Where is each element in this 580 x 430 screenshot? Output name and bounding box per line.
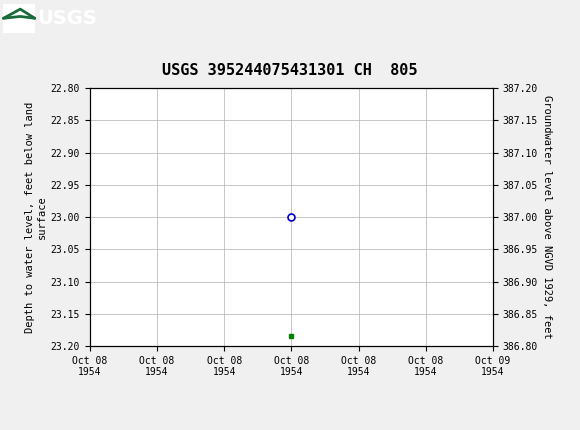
Text: USGS: USGS (38, 9, 97, 28)
Text: USGS 395244075431301 CH  805: USGS 395244075431301 CH 805 (162, 64, 418, 78)
Y-axis label: Depth to water level, feet below land
surface: Depth to water level, feet below land su… (25, 101, 46, 333)
Y-axis label: Groundwater level above NGVD 1929, feet: Groundwater level above NGVD 1929, feet (542, 95, 552, 339)
Bar (3, 3, 35, 33)
